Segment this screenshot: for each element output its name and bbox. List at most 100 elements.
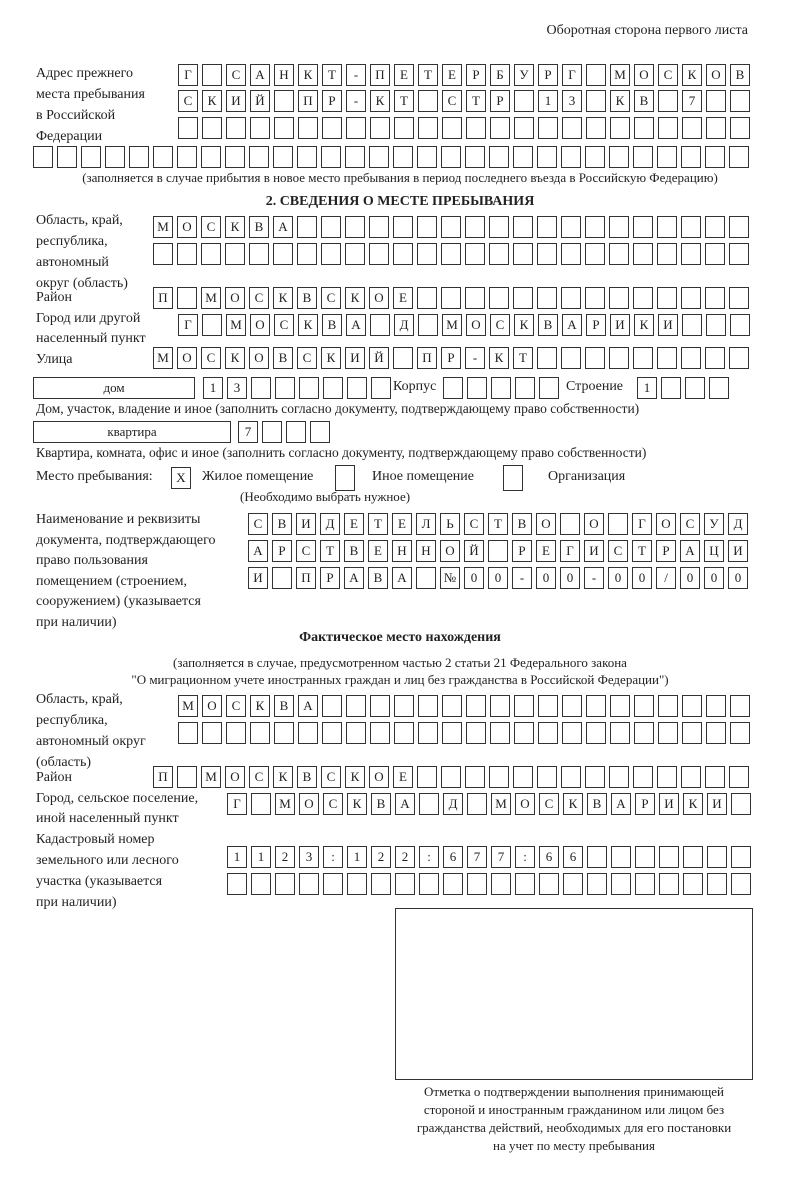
letter-cell[interactable]: П (370, 64, 390, 86)
letter-cell[interactable]: М (275, 793, 295, 815)
letter-cell[interactable] (661, 377, 681, 399)
letter-cell[interactable]: Р (322, 90, 342, 112)
letter-cell[interactable] (561, 216, 581, 238)
letter-cell[interactable] (729, 287, 749, 309)
letter-cell[interactable]: С (464, 513, 484, 535)
letter-cell[interactable]: О (440, 540, 460, 562)
checkbox-other-premises[interactable] (335, 465, 355, 491)
letter-cell[interactable] (443, 377, 463, 399)
letter-cell[interactable]: Е (442, 64, 462, 86)
letter-cell[interactable] (177, 243, 197, 265)
letter-cell[interactable]: О (369, 287, 389, 309)
letter-cell[interactable] (489, 243, 509, 265)
letter-cell[interactable] (730, 314, 750, 336)
letter-cell[interactable]: Г (178, 314, 198, 336)
letter-cell[interactable] (202, 722, 222, 744)
letter-cell[interactable] (610, 117, 630, 139)
letter-cell[interactable] (442, 695, 462, 717)
letter-cell[interactable]: И (610, 314, 630, 336)
letter-cell[interactable]: В (512, 513, 532, 535)
letter-cell[interactable]: И (728, 540, 748, 562)
letter-cell[interactable]: К (345, 766, 365, 788)
letter-cell[interactable] (610, 722, 630, 744)
letter-cell[interactable] (538, 695, 558, 717)
letter-cell[interactable] (683, 846, 703, 868)
letter-cell[interactable]: И (659, 793, 679, 815)
letter-cell[interactable] (635, 846, 655, 868)
letter-cell[interactable] (709, 377, 729, 399)
letter-cell[interactable] (586, 722, 606, 744)
letter-cell[interactable]: 0 (728, 567, 748, 589)
letter-cell[interactable] (441, 243, 461, 265)
letter-cell[interactable]: Р (538, 64, 558, 86)
letter-cell[interactable] (489, 216, 509, 238)
letter-cell[interactable]: И (707, 793, 727, 815)
letter-cell[interactable]: О (634, 64, 654, 86)
letter-cell[interactable] (417, 766, 437, 788)
letter-cell[interactable] (657, 146, 677, 168)
letter-cell[interactable] (297, 243, 317, 265)
letter-cell[interactable]: А (248, 540, 268, 562)
letter-cell[interactable]: М (201, 766, 221, 788)
letter-cell[interactable]: М (226, 314, 246, 336)
letter-cell[interactable] (513, 243, 533, 265)
letter-cell[interactable]: / (656, 567, 676, 589)
letter-cell[interactable]: Н (416, 540, 436, 562)
letter-cell[interactable] (443, 873, 463, 895)
letter-cell[interactable] (251, 793, 271, 815)
letter-cell[interactable] (685, 377, 705, 399)
letter-cell[interactable] (178, 117, 198, 139)
letter-cell[interactable]: А (250, 64, 270, 86)
letter-cell[interactable]: : (323, 846, 343, 868)
letter-cell[interactable]: Т (513, 347, 533, 369)
letter-cell[interactable]: Г (560, 540, 580, 562)
letter-cell[interactable] (419, 873, 439, 895)
letter-cell[interactable] (489, 146, 509, 168)
letter-cell[interactable]: - (346, 64, 366, 86)
letter-cell[interactable]: И (226, 90, 246, 112)
letter-cell[interactable]: А (395, 793, 415, 815)
letter-cell[interactable] (490, 695, 510, 717)
letter-cell[interactable] (177, 766, 197, 788)
letter-cell[interactable]: О (225, 287, 245, 309)
letter-cell[interactable]: С (201, 216, 221, 238)
letter-cell[interactable] (465, 287, 485, 309)
letter-cell[interactable]: 6 (443, 846, 463, 868)
letter-cell[interactable]: 2 (395, 846, 415, 868)
letter-cell[interactable]: Р (320, 567, 340, 589)
letter-cell[interactable]: Е (393, 287, 413, 309)
letter-cell[interactable] (633, 287, 653, 309)
letter-cell[interactable] (730, 117, 750, 139)
letter-cell[interactable]: В (371, 793, 391, 815)
letter-cell[interactable] (681, 243, 701, 265)
letter-cell[interactable] (153, 243, 173, 265)
letter-cell[interactable] (634, 722, 654, 744)
letter-cell[interactable] (537, 146, 557, 168)
letter-cell[interactable] (417, 146, 437, 168)
letter-cell[interactable] (537, 347, 557, 369)
letter-cell[interactable]: О (584, 513, 604, 535)
letter-cell[interactable] (201, 243, 221, 265)
letter-cell[interactable] (729, 146, 749, 168)
letter-cell[interactable] (394, 117, 414, 139)
letter-cell[interactable]: 6 (539, 846, 559, 868)
letter-cell[interactable] (418, 695, 438, 717)
letter-cell[interactable] (369, 216, 389, 238)
letter-cell[interactable]: Й (369, 347, 389, 369)
letter-cell[interactable] (657, 216, 677, 238)
letter-cell[interactable] (249, 146, 269, 168)
letter-cell[interactable]: С (226, 695, 246, 717)
letter-cell[interactable] (345, 146, 365, 168)
letter-cell[interactable]: 7 (238, 421, 258, 443)
house-type-field[interactable]: дом (33, 377, 195, 399)
letter-cell[interactable]: К (298, 314, 318, 336)
letter-cell[interactable] (105, 146, 125, 168)
letter-cell[interactable] (609, 146, 629, 168)
letter-cell[interactable] (441, 766, 461, 788)
letter-cell[interactable]: 3 (562, 90, 582, 112)
letter-cell[interactable]: 0 (560, 567, 580, 589)
letter-cell[interactable] (346, 722, 366, 744)
letter-cell[interactable]: 0 (632, 567, 652, 589)
letter-cell[interactable] (298, 722, 318, 744)
letter-cell[interactable] (682, 314, 702, 336)
